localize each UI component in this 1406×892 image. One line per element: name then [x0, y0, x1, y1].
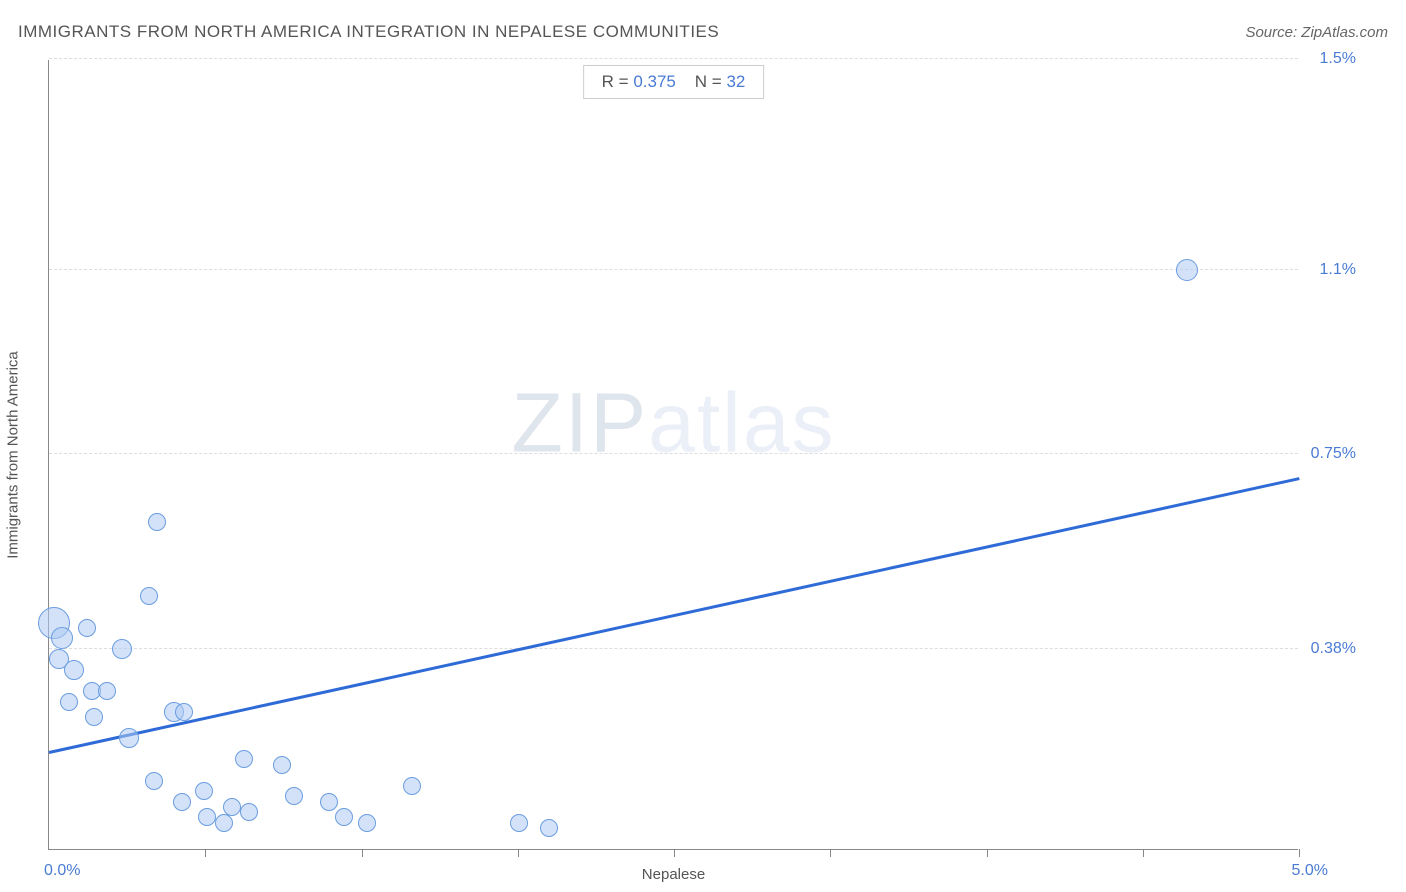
watermark-zip: ZIP: [511, 375, 648, 469]
data-point: [64, 660, 84, 680]
gridline-h: [49, 58, 1298, 59]
data-point: [273, 756, 291, 774]
gridline-h: [49, 648, 1298, 649]
n-value: 32: [726, 72, 745, 91]
watermark-atlas: atlas: [648, 375, 835, 469]
data-point: [119, 728, 139, 748]
chart-container: ZIPatlas R = 0.375 N = 32 Immigrants fro…: [48, 60, 1358, 850]
data-point: [358, 814, 376, 832]
data-point: [320, 793, 338, 811]
y-axis-label: Immigrants from North America: [5, 351, 22, 559]
data-point: [85, 708, 103, 726]
x-tick: [518, 849, 519, 857]
data-point: [285, 787, 303, 805]
x-tick: [1299, 849, 1300, 857]
data-point: [175, 703, 193, 721]
x-tick: [987, 849, 988, 857]
n-label: N =: [695, 72, 722, 91]
data-point: [195, 782, 213, 800]
data-point: [51, 627, 73, 649]
gridline-h: [49, 453, 1298, 454]
x-tick-min: 0.0%: [44, 862, 80, 880]
chart-title: IMMIGRANTS FROM NORTH AMERICA INTEGRATIO…: [18, 22, 719, 42]
x-tick-max: 5.0%: [1292, 862, 1328, 880]
y-tick-label: 1.1%: [1320, 261, 1356, 279]
data-point: [98, 682, 116, 700]
data-point: [140, 587, 158, 605]
data-point: [112, 639, 132, 659]
source-attribution: Source: ZipAtlas.com: [1245, 24, 1388, 41]
gridline-h: [49, 269, 1298, 270]
data-point: [173, 793, 191, 811]
data-point: [235, 750, 253, 768]
watermark: ZIPatlas: [511, 374, 835, 471]
plot-area: ZIPatlas R = 0.375 N = 32 Immigrants fro…: [48, 60, 1298, 850]
y-tick-label: 0.38%: [1311, 640, 1356, 658]
data-point: [60, 693, 78, 711]
data-point: [148, 513, 166, 531]
data-point: [540, 819, 558, 837]
stats-box: R = 0.375 N = 32: [583, 65, 765, 99]
x-tick: [830, 849, 831, 857]
data-point: [510, 814, 528, 832]
data-point: [198, 808, 216, 826]
data-point: [78, 619, 96, 637]
data-point: [145, 772, 163, 790]
r-value: 0.375: [633, 72, 676, 91]
data-point: [403, 777, 421, 795]
data-point: [240, 803, 258, 821]
y-tick-label: 0.75%: [1311, 445, 1356, 463]
x-axis-label: Nepalese: [642, 866, 705, 883]
data-point: [335, 808, 353, 826]
x-tick: [205, 849, 206, 857]
trendline: [49, 477, 1300, 754]
data-point: [223, 798, 241, 816]
header: IMMIGRANTS FROM NORTH AMERICA INTEGRATIO…: [18, 22, 1388, 42]
x-tick: [362, 849, 363, 857]
y-tick-label: 1.5%: [1320, 50, 1356, 68]
x-tick: [1143, 849, 1144, 857]
data-point: [1176, 259, 1198, 281]
r-label: R =: [602, 72, 629, 91]
data-point: [215, 814, 233, 832]
x-tick: [674, 849, 675, 857]
